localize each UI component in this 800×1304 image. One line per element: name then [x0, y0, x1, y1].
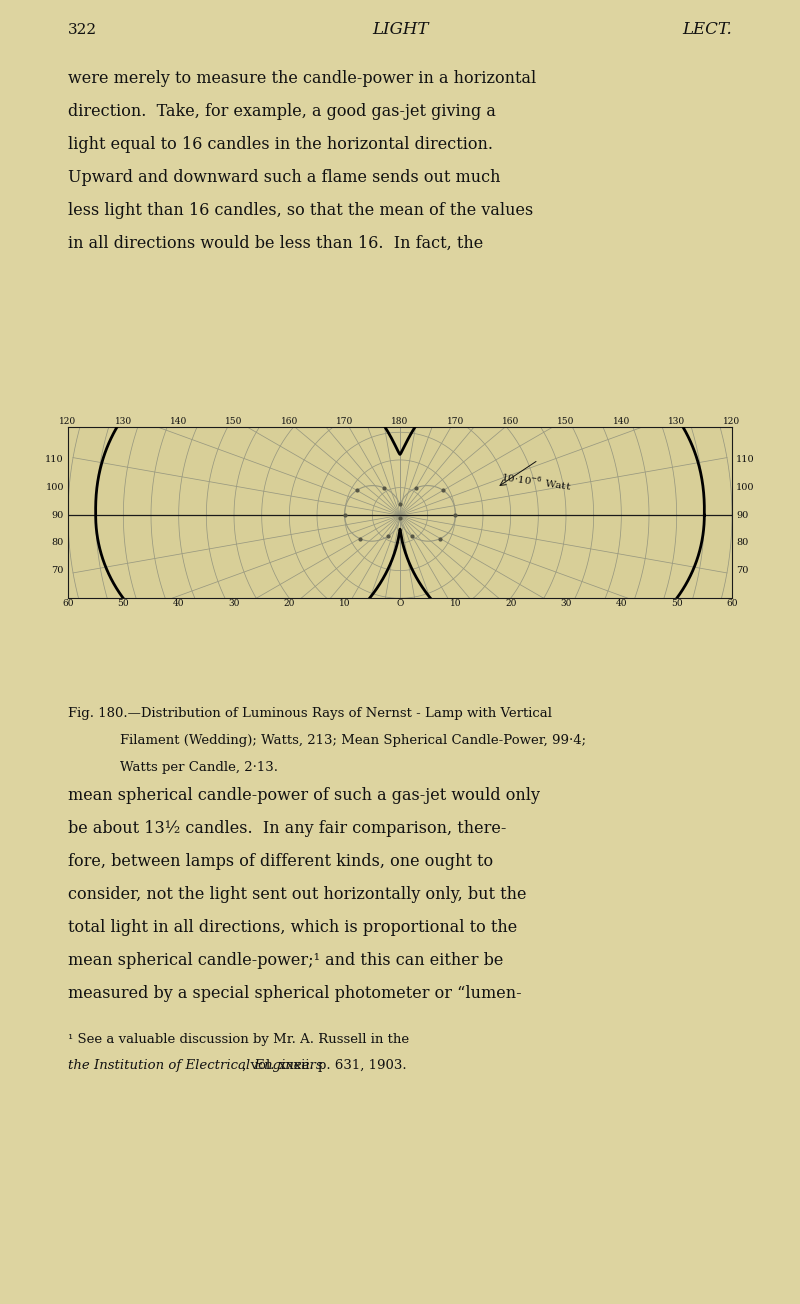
Text: 60: 60 — [62, 599, 74, 608]
Text: 90: 90 — [736, 511, 749, 520]
Text: 170: 170 — [446, 417, 464, 426]
Text: 130: 130 — [114, 417, 132, 426]
Text: in all directions would be less than 16.  In fact, the: in all directions would be less than 16.… — [68, 235, 483, 252]
Text: total light in all directions, which is proportional to the: total light in all directions, which is … — [68, 919, 518, 936]
Text: 120: 120 — [723, 417, 741, 426]
Text: less light than 16 candles, so that the mean of the values: less light than 16 candles, so that the … — [68, 202, 534, 219]
Text: 80: 80 — [52, 539, 64, 548]
Text: 90: 90 — [52, 511, 64, 520]
Text: ¹ See a valuable discussion by Mr. A. Russell in the: ¹ See a valuable discussion by Mr. A. Ru… — [68, 1033, 414, 1046]
Text: 10: 10 — [450, 599, 461, 608]
Text: 50: 50 — [671, 599, 682, 608]
Text: direction.  Take, for example, a good gas-jet giving a: direction. Take, for example, a good gas… — [68, 103, 496, 120]
Text: 10$\cdot$10$^{-6}$ Watt: 10$\cdot$10$^{-6}$ Watt — [499, 469, 572, 493]
Text: 160: 160 — [281, 417, 298, 426]
Text: 150: 150 — [558, 417, 574, 426]
Text: Upward and downward such a flame sends out much: Upward and downward such a flame sends o… — [68, 170, 501, 186]
Text: 180: 180 — [391, 417, 409, 426]
Text: 150: 150 — [226, 417, 242, 426]
Text: consider, not the light sent out horizontally only, but the: consider, not the light sent out horizon… — [68, 885, 526, 902]
Text: light equal to 16 candles in the horizontal direction.: light equal to 16 candles in the horizon… — [68, 136, 493, 153]
Text: 120: 120 — [59, 417, 77, 426]
Text: Fig. 180.—Distribution of Luminous Rays of Nernst - Lamp with Vertical: Fig. 180.—Distribution of Luminous Rays … — [68, 707, 552, 720]
Text: 70: 70 — [736, 566, 749, 575]
Text: 10: 10 — [339, 599, 350, 608]
Text: 322: 322 — [68, 23, 97, 37]
Text: mean spherical candle-power of such a gas-jet would only: mean spherical candle-power of such a ga… — [68, 788, 540, 805]
Text: 70: 70 — [51, 566, 64, 575]
Text: 20: 20 — [505, 599, 516, 608]
Text: were merely to measure the candle-power in a horizontal: were merely to measure the candle-power … — [68, 70, 536, 87]
Text: 30: 30 — [228, 599, 240, 608]
Text: O: O — [396, 599, 404, 608]
Text: LIGHT: LIGHT — [372, 21, 428, 39]
Text: 50: 50 — [118, 599, 129, 608]
Text: 40: 40 — [173, 599, 185, 608]
Text: 40: 40 — [615, 599, 627, 608]
Text: , vol. xxxii. p. 631, 1903.: , vol. xxxii. p. 631, 1903. — [68, 1059, 406, 1072]
Text: mean spherical candle-power;¹ and this can either be: mean spherical candle-power;¹ and this c… — [68, 952, 503, 969]
Text: 110: 110 — [736, 455, 754, 464]
Text: 100: 100 — [46, 482, 64, 492]
Text: measured by a special spherical photometer or “lumen-: measured by a special spherical photomet… — [68, 985, 522, 1001]
Text: LECT.: LECT. — [682, 21, 732, 39]
Text: 130: 130 — [668, 417, 686, 426]
Text: the Institution of Electrical Engineers: the Institution of Electrical Engineers — [68, 1059, 322, 1072]
Text: Watts per Candle, 2·13.: Watts per Candle, 2·13. — [120, 762, 278, 775]
Text: 80: 80 — [736, 539, 749, 548]
Text: fore, between lamps of different kinds, one ought to: fore, between lamps of different kinds, … — [68, 853, 493, 870]
Text: 100: 100 — [736, 482, 754, 492]
Text: 160: 160 — [502, 417, 519, 426]
Text: 140: 140 — [170, 417, 187, 426]
Text: be about 13½ candles.  In any fair comparison, there-: be about 13½ candles. In any fair compar… — [68, 820, 506, 837]
Text: 60: 60 — [726, 599, 738, 608]
Text: 20: 20 — [284, 599, 295, 608]
Text: 30: 30 — [560, 599, 572, 608]
Text: 170: 170 — [336, 417, 354, 426]
Text: 140: 140 — [613, 417, 630, 426]
Text: 110: 110 — [46, 455, 64, 464]
Text: Filament (Wedding); Watts, 213; Mean Spherical Candle-Power, 99·4;: Filament (Wedding); Watts, 213; Mean Sph… — [120, 734, 586, 747]
